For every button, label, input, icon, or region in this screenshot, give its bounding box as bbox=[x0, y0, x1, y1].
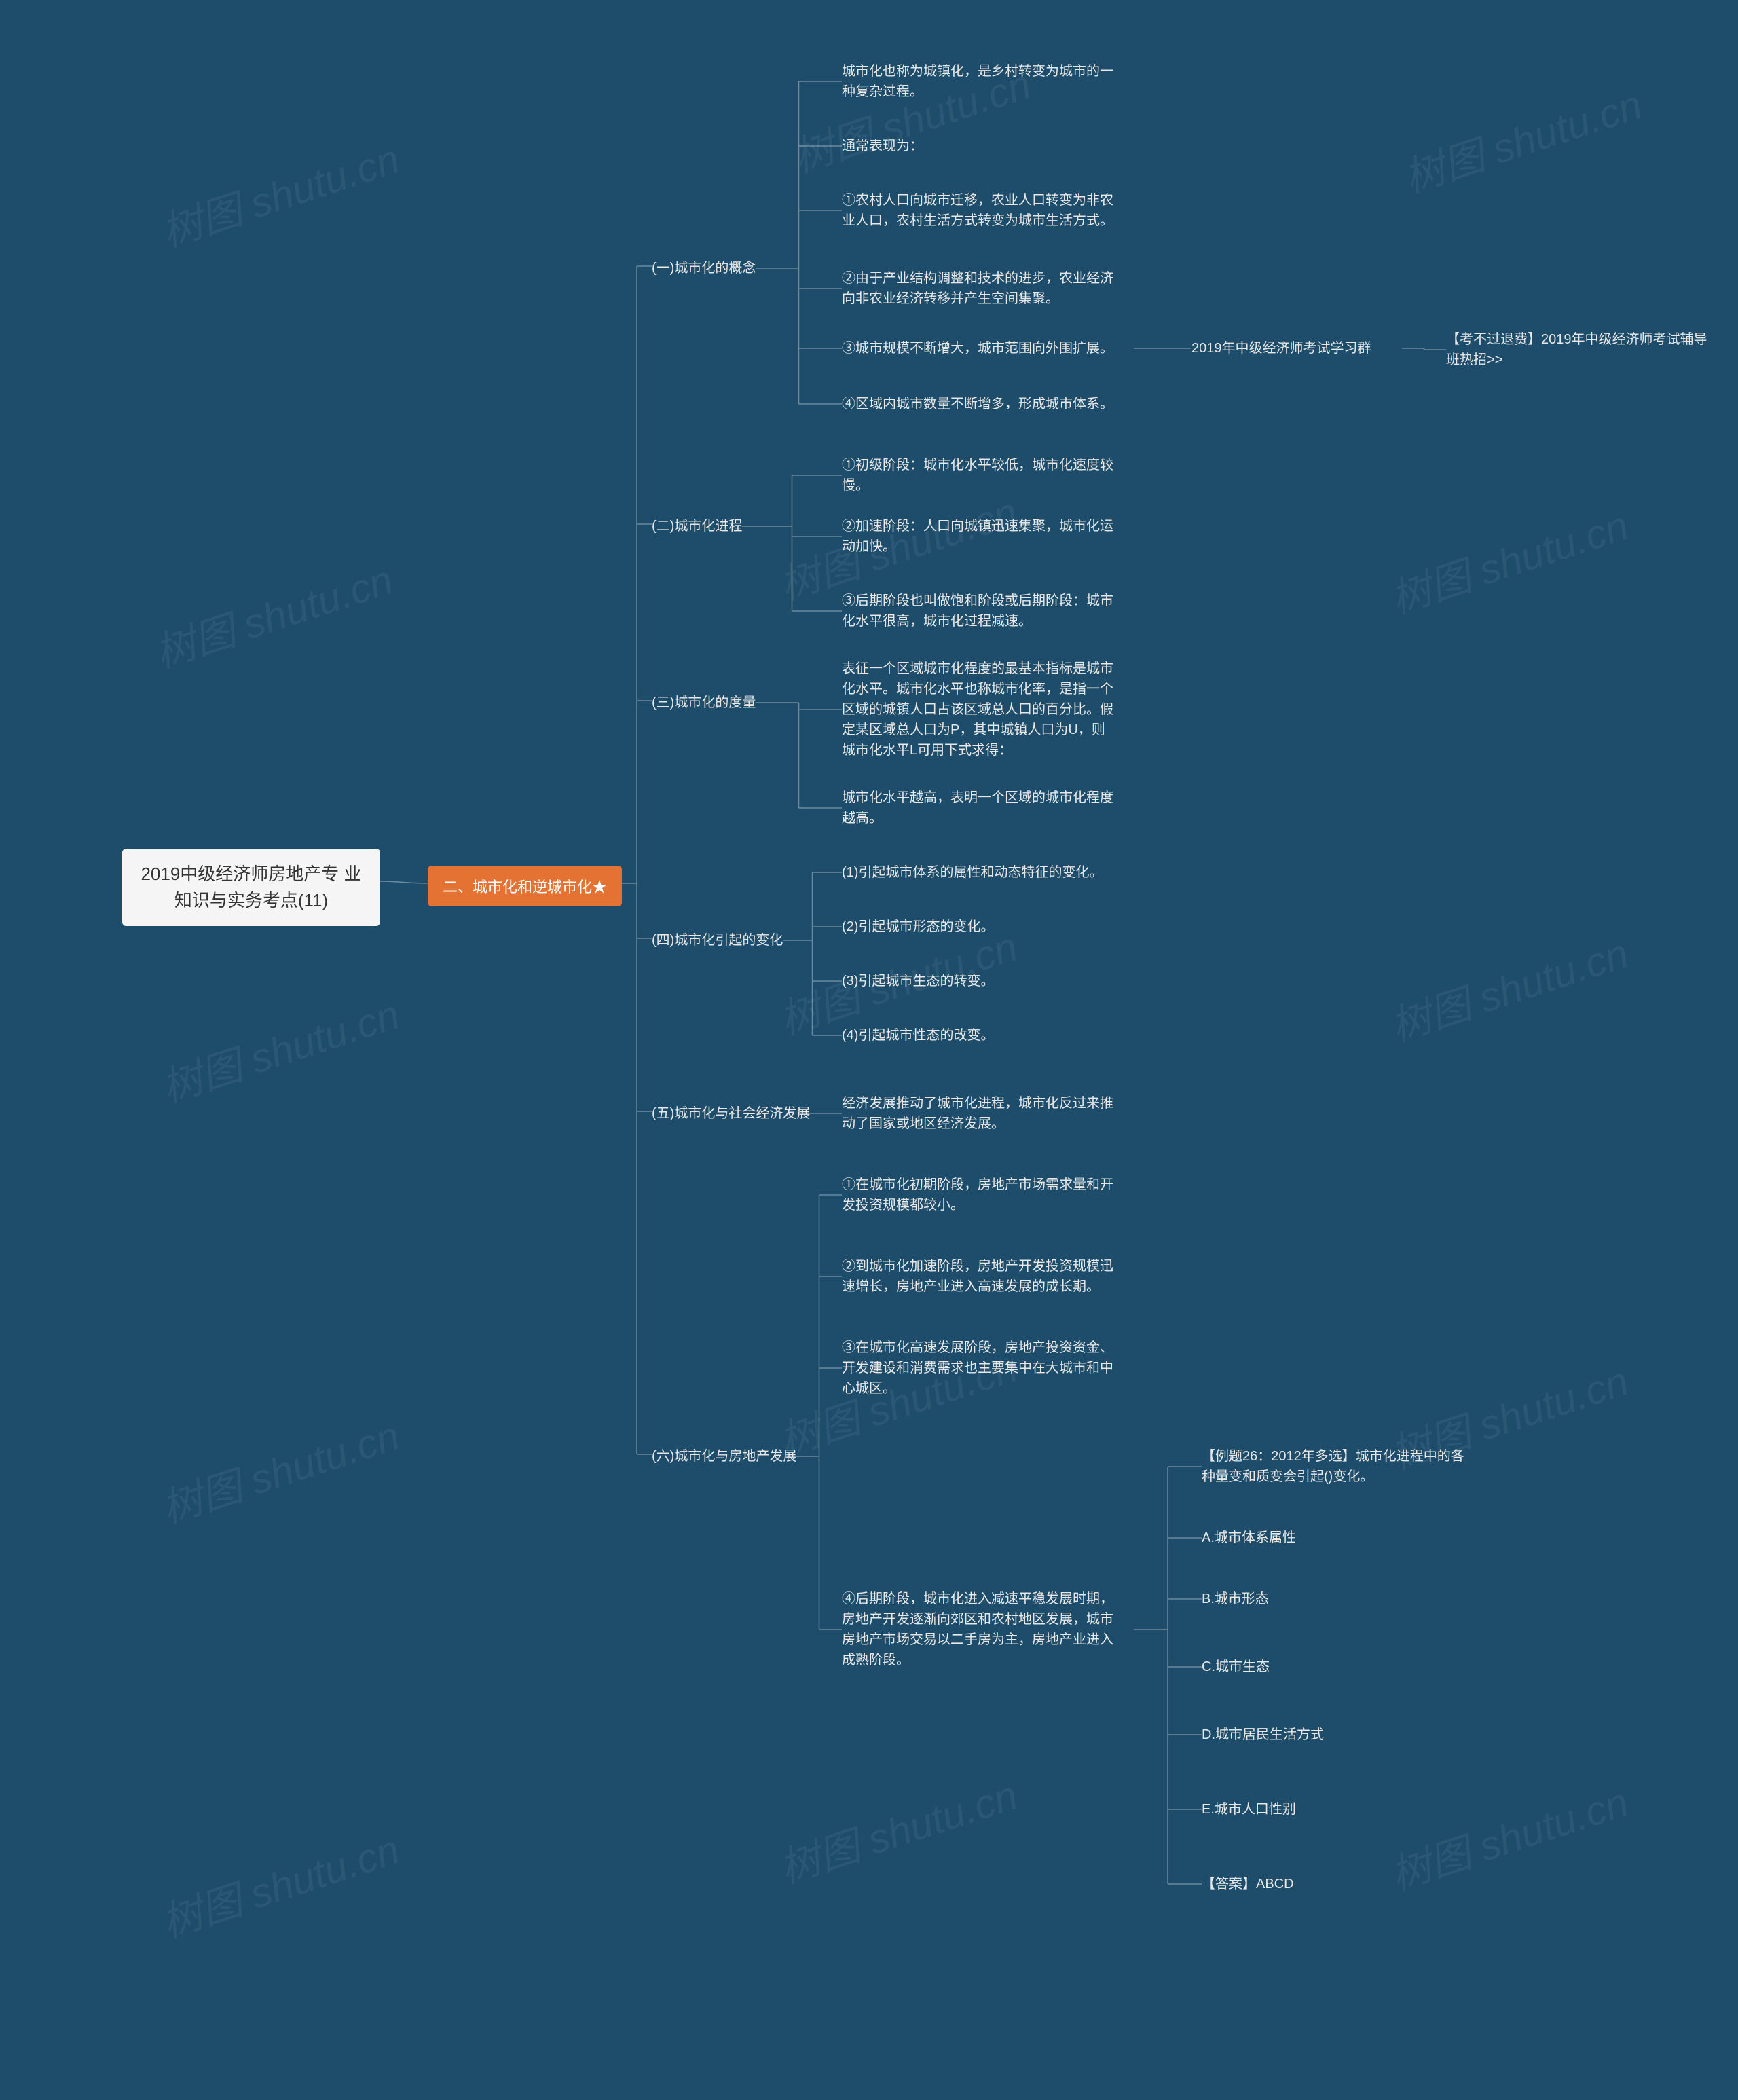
watermark-text: 树图 shutu.cn bbox=[771, 1763, 1024, 1895]
mindmap-node: 经济发展推动了城市化进程，城市化反过来推 动了国家或地区经济发展。 bbox=[842, 1093, 1134, 1134]
mindmap-node: A.城市体系属性 bbox=[1202, 1528, 1487, 1548]
mindmap-node: (2)引起城市形态的变化。 bbox=[842, 917, 1134, 937]
watermark-text: 树图 shutu.cn bbox=[146, 547, 399, 680]
mindmap-node: D.城市居民生活方式 bbox=[1202, 1725, 1487, 1745]
level1-label: 二、城市化和逆城市化★ bbox=[443, 879, 607, 896]
root-label: 2019中级经济师房地产专 业知识与实务考点(11) bbox=[141, 864, 361, 910]
mindmap-node: (五)城市化与社会经济发展 bbox=[652, 1103, 810, 1124]
mindmap-node: B.城市形态 bbox=[1202, 1589, 1487, 1609]
mindmap-node: 表征一个区域城市化程度的最基本指标是城市 化水平。城市化水平也称城市化率，是指一… bbox=[842, 659, 1134, 760]
mindmap-node: ①农村人口向城市迁移，农业人口转变为非农 业人口，农村生活方式转变为城市生活方式… bbox=[842, 190, 1134, 231]
mindmap-node: 【答案】ABCD bbox=[1202, 1874, 1487, 1894]
mindmap-node: 城市化水平越高，表明一个区域的城市化程度 越高。 bbox=[842, 788, 1134, 828]
connector-layer bbox=[0, 0, 1738, 2100]
mindmap-node: (1)引起城市体系的属性和动态特征的变化。 bbox=[842, 862, 1134, 883]
watermark-text: 树图 shutu.cn bbox=[153, 1817, 406, 1949]
mindmap-node: (4)引起城市性态的改变。 bbox=[842, 1025, 1134, 1046]
mindmap-node: (六)城市化与房地产发展 bbox=[652, 1446, 796, 1467]
watermark-text: 树图 shutu.cn bbox=[1395, 72, 1648, 204]
watermark-text: 树图 shutu.cn bbox=[153, 126, 406, 259]
mindmap-node: E.城市人口性别 bbox=[1202, 1799, 1487, 1820]
mindmap-node: ②由于产业结构调整和技术的进步，农业经济 向非农业经济转移并产生空间集聚。 bbox=[842, 268, 1134, 309]
mindmap-node: 【考不过退费】2019年中级经济师考试辅导 班热招>> bbox=[1446, 329, 1718, 370]
watermark-text: 树图 shutu.cn bbox=[1382, 493, 1635, 625]
mindmap-node: ①在城市化初期阶段，房地产市场需求量和开 发投资规模都较小。 bbox=[842, 1175, 1134, 1215]
mindmap-level1: 二、城市化和逆城市化★ bbox=[428, 866, 622, 906]
mindmap-node: ④后期阶段，城市化进入减速平稳发展时期， 房地产开发逐渐向郊区和农村地区发展，城… bbox=[842, 1589, 1134, 1670]
mindmap-node: ②加速阶段：人口向城镇迅速集聚，城市化运 动加快。 bbox=[842, 516, 1134, 557]
mindmap-node: ③城市规模不断增大，城市范围向外围扩展。 bbox=[842, 338, 1134, 358]
watermark-text: 树图 shutu.cn bbox=[153, 1403, 406, 1535]
mindmap-node: ①初级阶段：城市化水平较低，城市化速度较 慢。 bbox=[842, 455, 1134, 496]
mindmap-node: 【例题26：2012年多选】城市化进程中的各 种量变和质变会引起()变化。 bbox=[1202, 1446, 1487, 1487]
mindmap-node: ③在城市化高速发展阶段，房地产投资资金、 开发建设和消费需求也主要集中在大城市和… bbox=[842, 1338, 1134, 1399]
mindmap-node: (三)城市化的度量 bbox=[652, 693, 756, 713]
mindmap-node: C.城市生态 bbox=[1202, 1657, 1487, 1677]
watermark-text: 树图 shutu.cn bbox=[1382, 921, 1635, 1053]
mindmap-node: ③后期阶段也叫做饱和阶段或后期阶段：城市 化水平很高，城市化过程减速。 bbox=[842, 591, 1134, 631]
mindmap-node: 2019年中级经济师考试学习群 bbox=[1191, 338, 1402, 358]
mindmap-node: ④区域内城市数量不断增多，形成城市体系。 bbox=[842, 394, 1134, 414]
mindmap-node: (3)引起城市生态的转变。 bbox=[842, 971, 1134, 991]
mindmap-node: (一)城市化的概念 bbox=[652, 258, 756, 278]
mindmap-root: 2019中级经济师房地产专 业知识与实务考点(11) bbox=[122, 849, 380, 926]
mindmap-node: (四)城市化引起的变化 bbox=[652, 930, 783, 951]
mindmap-node: 城市化也称为城镇化，是乡村转变为城市的一 种复杂过程。 bbox=[842, 61, 1134, 102]
watermark-text: 树图 shutu.cn bbox=[153, 982, 406, 1114]
mindmap-node: (二)城市化进程 bbox=[652, 516, 742, 536]
mindmap-node: 通常表现为： bbox=[842, 136, 1134, 156]
mindmap-node: ②到城市化加速阶段，房地产开发投资规模迅 速增长，房地产业进入高速发展的成长期。 bbox=[842, 1256, 1134, 1297]
